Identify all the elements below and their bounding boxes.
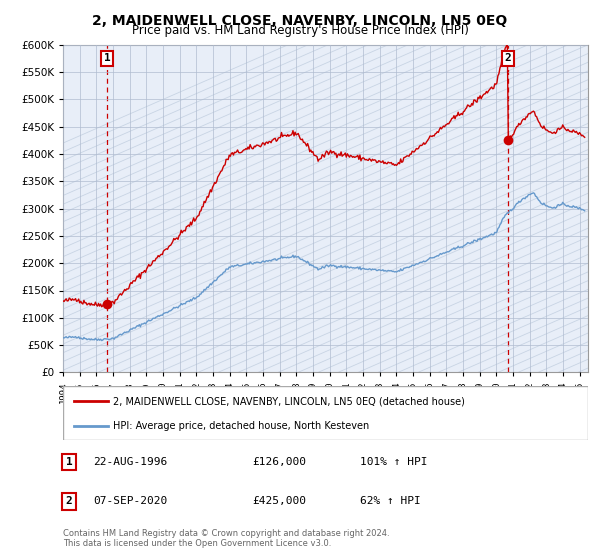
Text: This data is licensed under the Open Government Licence v3.0.: This data is licensed under the Open Gov… [63, 539, 331, 548]
Text: 1: 1 [65, 457, 73, 467]
FancyBboxPatch shape [63, 386, 588, 440]
Text: 2: 2 [504, 53, 511, 63]
Text: 2: 2 [65, 496, 73, 506]
Text: Contains HM Land Registry data © Crown copyright and database right 2024.: Contains HM Land Registry data © Crown c… [63, 529, 389, 538]
Text: Price paid vs. HM Land Registry's House Price Index (HPI): Price paid vs. HM Land Registry's House … [131, 24, 469, 36]
Text: 62% ↑ HPI: 62% ↑ HPI [360, 496, 421, 506]
Text: £126,000: £126,000 [252, 457, 306, 467]
Text: 101% ↑ HPI: 101% ↑ HPI [360, 457, 427, 467]
Text: 2, MAIDENWELL CLOSE, NAVENBY, LINCOLN, LN5 0EQ: 2, MAIDENWELL CLOSE, NAVENBY, LINCOLN, L… [92, 14, 508, 28]
Text: £425,000: £425,000 [252, 496, 306, 506]
Text: 07-SEP-2020: 07-SEP-2020 [93, 496, 167, 506]
Text: 22-AUG-1996: 22-AUG-1996 [93, 457, 167, 467]
Text: 2, MAIDENWELL CLOSE, NAVENBY, LINCOLN, LN5 0EQ (detached house): 2, MAIDENWELL CLOSE, NAVENBY, LINCOLN, L… [113, 396, 465, 407]
Text: HPI: Average price, detached house, North Kesteven: HPI: Average price, detached house, Nort… [113, 421, 369, 431]
Text: 1: 1 [104, 53, 110, 63]
